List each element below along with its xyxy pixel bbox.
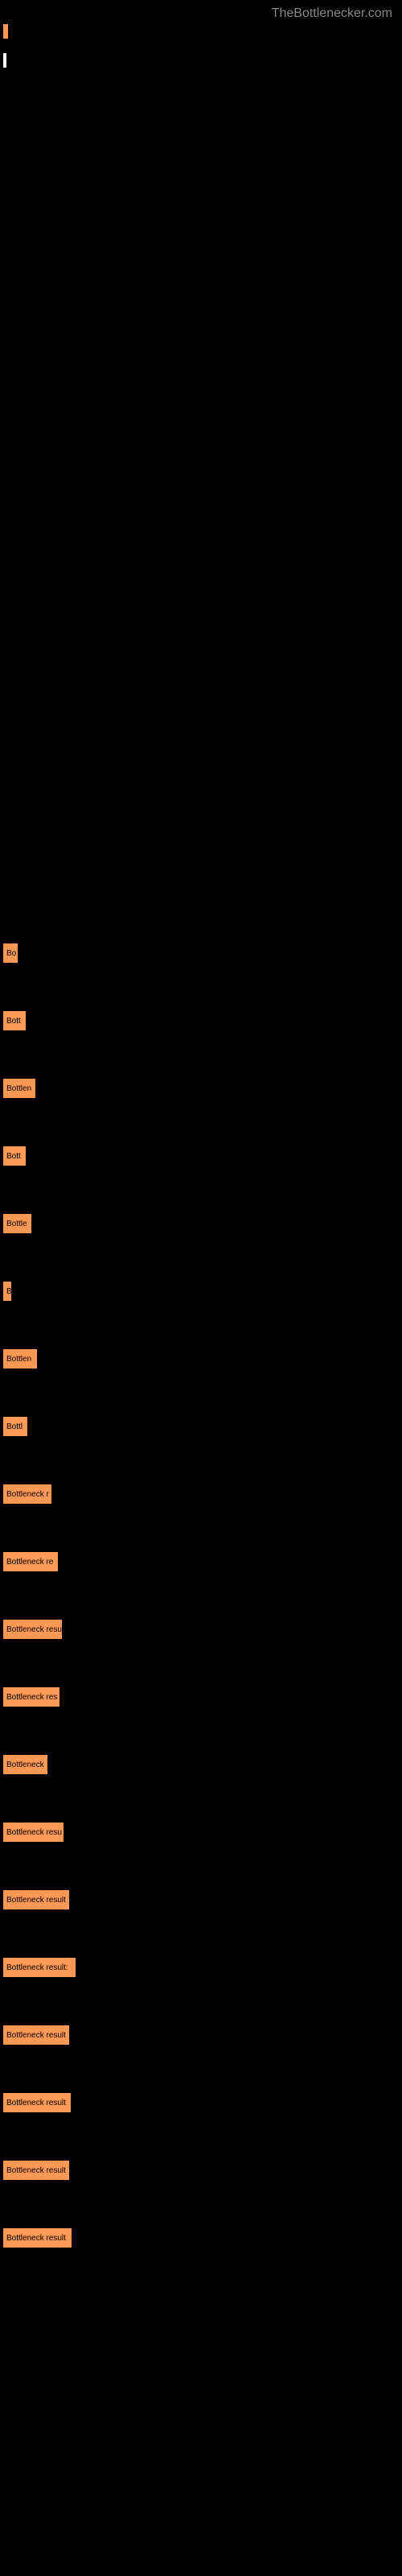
- site-logo: TheBottlenecker.com: [0, 0, 402, 24]
- chart-row: Bottleneck resu: [3, 1823, 399, 1842]
- chart-row: Bottleneck result: [3, 2161, 399, 2180]
- chart-row: Bottl: [3, 1417, 399, 1436]
- chart-bar: Bottleneck r: [3, 1484, 51, 1504]
- chart-row: Bottleneck result: [3, 2093, 399, 2112]
- chart-bar: B: [3, 1282, 11, 1301]
- chart-bar: Bottleneck result: [3, 2025, 69, 2045]
- chart-bar: Bottl: [3, 1417, 27, 1436]
- spacer: [0, 71, 402, 940]
- chart-bar: Bottleneck: [3, 1755, 47, 1774]
- chart-row: Bo: [3, 943, 399, 963]
- chart-bar: Bottleneck result: [3, 2093, 71, 2112]
- chart-row: Bottleneck re: [3, 1552, 399, 1571]
- chart-row: Bottleneck resu: [3, 1620, 399, 1639]
- chart-bar: Bottleneck result: [3, 2161, 69, 2180]
- chart-bar: Bo: [3, 943, 18, 963]
- chart-bar: Bottlen: [3, 1349, 37, 1368]
- chart-row: Bottleneck r: [3, 1484, 399, 1504]
- chart-bar: Bottleneck resu: [3, 1823, 64, 1842]
- chart-row: Bott: [3, 1011, 399, 1030]
- chart-bar: Bottlen: [3, 1079, 35, 1098]
- indicator-bar-orange: [3, 24, 8, 39]
- chart-bar: Bottleneck resu: [3, 1620, 62, 1639]
- chart-bar: Bottleneck res: [3, 1687, 59, 1707]
- chart-row: Bottlen: [3, 1079, 399, 1098]
- chart-bar: Bottleneck result:: [3, 1958, 76, 1977]
- chart-bar: Bottle: [3, 1214, 31, 1233]
- chart-bar: Bottleneck re: [3, 1552, 58, 1571]
- chart-bar: Bottleneck result: [3, 1890, 69, 1909]
- chart-row: Bottleneck result: [3, 2025, 399, 2045]
- chart-row: Bott: [3, 1146, 399, 1166]
- chart-row: Bottlen: [3, 1349, 399, 1368]
- chart-row: Bottle: [3, 1214, 399, 1233]
- chart-bar: Bottleneck result: [3, 2228, 72, 2248]
- bottleneck-chart: Bo Bott Bottlen Bott Bottle B Bottlen Bottl Bott…: [0, 940, 402, 2299]
- chart-row: Bottleneck result: [3, 1890, 399, 1909]
- chart-row: Bottleneck res: [3, 1687, 399, 1707]
- chart-bar: Bott: [3, 1011, 26, 1030]
- chart-row: B: [3, 1282, 399, 1301]
- chart-bar: Bott: [3, 1146, 26, 1166]
- chart-row: Bottleneck: [3, 1755, 399, 1774]
- chart-row: Bottleneck result: [3, 2228, 399, 2248]
- indicator-bar-white: [3, 53, 6, 68]
- chart-row: Bottleneck result:: [3, 1958, 399, 1977]
- top-indicator-bars: [0, 24, 402, 68]
